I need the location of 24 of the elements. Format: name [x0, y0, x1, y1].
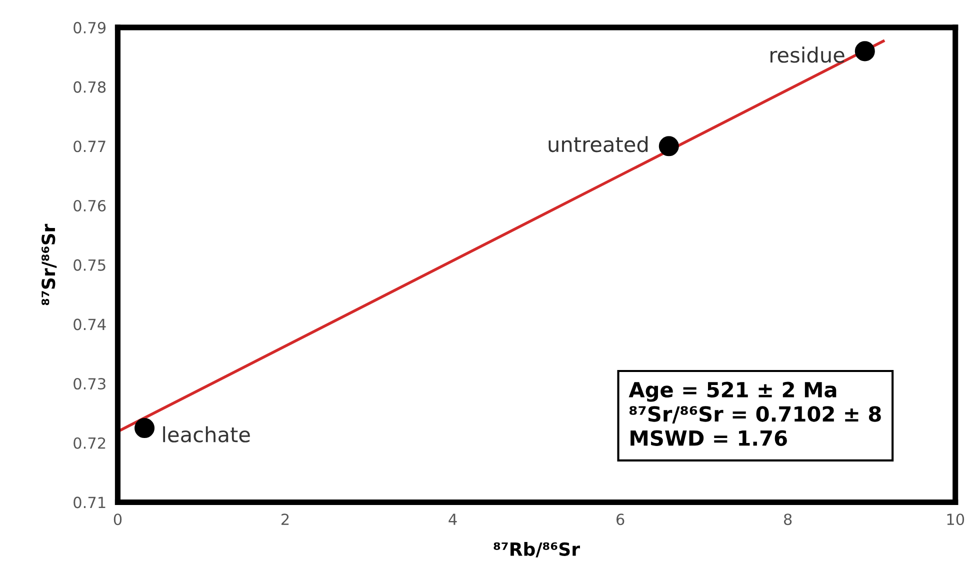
annotation: residue — [770, 46, 844, 63]
x-tick-label: 0 — [114, 514, 122, 526]
y-tick-label: 0.72 — [74, 437, 106, 449]
annotation: leachate — [163, 426, 250, 442]
x-tick-label: 2 — [282, 514, 289, 525]
y-tick-label: 0.76 — [74, 200, 106, 212]
y-tick-label: 0.78 — [74, 81, 106, 93]
y-tick-label: 0.71 — [74, 496, 106, 508]
x-tick-label: 4 — [448, 514, 457, 525]
y-tick-label: 0.77 — [74, 140, 106, 152]
y-tick-label: 0.73 — [74, 378, 106, 390]
x-tick-label: 6 — [616, 514, 624, 526]
x-axis-title: ⁸⁷Rb/⁸⁶Sr — [494, 542, 580, 558]
y-tick-label: 0.74 — [74, 318, 106, 330]
point — [658, 136, 679, 156]
y-tick-label: 0.79 — [74, 22, 106, 34]
annotation: untreated — [548, 136, 648, 152]
annotation: Age = 521 ± 2 Ma ⁸⁷Sr/⁸⁶Sr = 0.7102 ± 8 MSWD = 1.76 — [628, 382, 881, 446]
y-axis-title: ⁸⁷Sr/⁸⁶Sr — [42, 224, 57, 306]
point — [134, 418, 155, 438]
x-tick-label: 10 — [947, 514, 964, 526]
x-tick-label: 8 — [784, 514, 792, 526]
y-tick-label: 0.75 — [74, 259, 106, 271]
point — [854, 41, 875, 62]
